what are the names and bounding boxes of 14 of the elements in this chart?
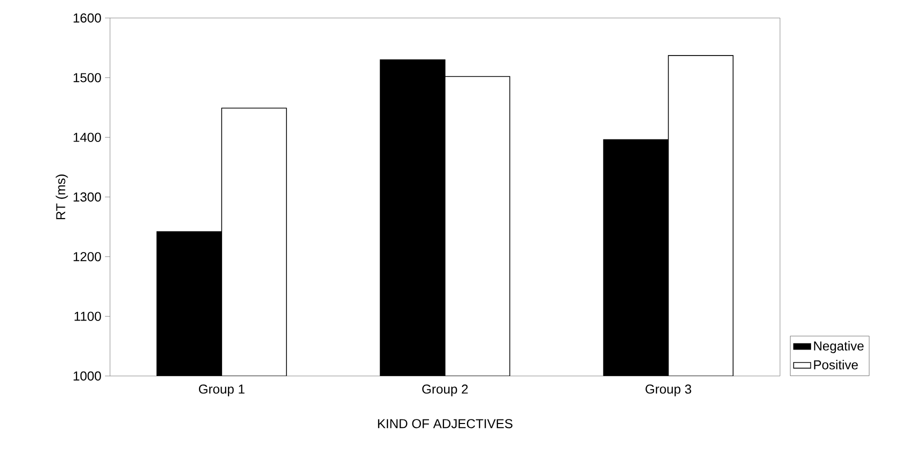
x-tick-label: Group 2 <box>422 384 468 396</box>
y-tick-label: 1200 <box>74 252 101 262</box>
legend-label: Negative <box>814 341 864 354</box>
y-tick-label: 1600 <box>74 13 101 23</box>
y-tick-label: 1400 <box>74 132 101 142</box>
legend-label: Positive <box>814 360 858 370</box>
y-tick-label: 1500 <box>74 73 101 82</box>
y-tick-label: 1000 <box>74 371 101 381</box>
y-tick-label: 1300 <box>74 192 101 202</box>
x-tick-label: Group 3 <box>646 384 692 396</box>
y-tick-label: 1100 <box>74 312 101 321</box>
x-tick-label: Group 1 <box>198 384 244 396</box>
y-axis-title: RT (ms) <box>56 174 68 220</box>
x-axis-title: KIND OF ADJECTIVES <box>378 419 512 428</box>
